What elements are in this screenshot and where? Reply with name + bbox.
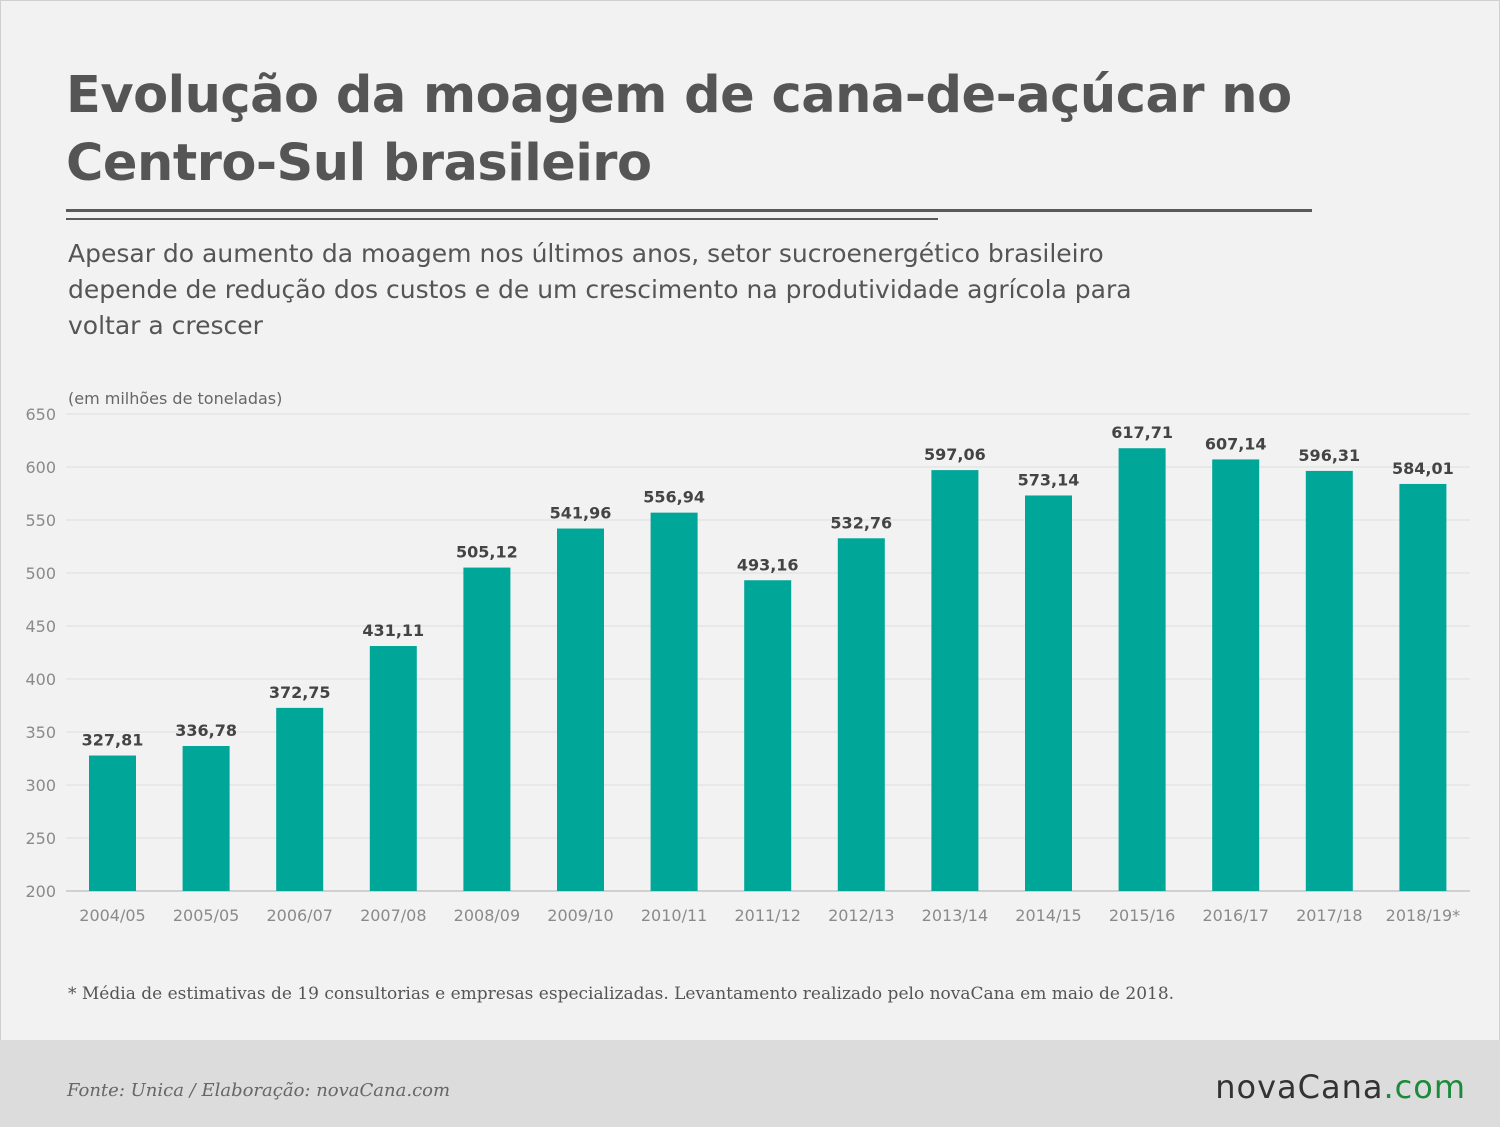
bar [557, 528, 604, 891]
x-tick-label: 2009/10 [547, 906, 613, 925]
x-tick-label: 2006/07 [266, 906, 332, 925]
y-tick-label: 250 [25, 829, 56, 848]
data-label: 327,81 [82, 731, 144, 750]
y-tick-label: 450 [25, 617, 56, 636]
bar [89, 755, 136, 891]
data-label: 556,94 [643, 488, 705, 507]
bar [837, 538, 885, 891]
title-rule-long [66, 209, 1312, 212]
x-tick-label: 2004/05 [79, 906, 145, 925]
x-tick-label: 2005/05 [173, 906, 239, 925]
bar [463, 567, 511, 891]
y-tick-label: 300 [25, 776, 56, 795]
bar [1305, 470, 1353, 891]
x-tick-label: 2018/19* [1386, 906, 1460, 925]
y-tick-label: 600 [25, 458, 56, 477]
logo-text-main: novaCana [1215, 1068, 1384, 1106]
bar [369, 646, 417, 891]
data-label: 431,11 [362, 621, 424, 640]
x-tick-label: 2013/14 [922, 906, 988, 925]
title-rule-short [66, 218, 938, 220]
bar-chart: 200 250 300 350 400 450 500 550 600 650 327,81 2004… [25, 405, 1470, 925]
y-tick-label: 500 [25, 564, 56, 583]
bar [650, 512, 698, 891]
bar [1025, 495, 1072, 891]
y-tick-label: 650 [25, 405, 56, 424]
bar [276, 707, 324, 891]
footer-band [0, 1040, 1500, 1127]
x-tick-label: 2010/11 [641, 906, 707, 925]
x-tick-label: 2012/13 [828, 906, 894, 925]
data-label: 596,31 [1298, 446, 1360, 465]
bar [744, 580, 792, 891]
x-tick-label: 2014/15 [1015, 906, 1081, 925]
unit-note: (em milhões de toneladas) [68, 389, 283, 408]
data-label: 584,01 [1392, 459, 1454, 478]
bar [931, 470, 979, 891]
bar [182, 746, 230, 891]
data-label: 617,71 [1111, 423, 1173, 442]
logo-text-domain: .com [1383, 1068, 1466, 1106]
footnote: * Média de estimativas de 19 consultoria… [68, 984, 1175, 1004]
data-label: 607,14 [1205, 434, 1267, 453]
data-label: 532,76 [830, 513, 892, 532]
y-tick-label: 350 [25, 723, 56, 742]
bar [1212, 459, 1260, 891]
source-credit: Fonte: Unica / Elaboração: novaCana.com [67, 1080, 451, 1101]
chart-title: Evolução da moagem de cana-de-açúcar no … [66, 66, 1292, 193]
data-label: 573,14 [1018, 470, 1080, 489]
data-label: 541,96 [550, 504, 612, 523]
bar [1118, 448, 1166, 891]
data-label: 505,12 [456, 543, 518, 562]
y-tick-label: 400 [25, 670, 56, 689]
x-tick-label: 2015/16 [1109, 906, 1175, 925]
x-tick-label: 2016/17 [1202, 906, 1268, 925]
data-label: 372,75 [269, 683, 331, 702]
data-label: 597,06 [924, 445, 986, 464]
data-label: 493,16 [737, 555, 799, 574]
x-tick-label: 2011/12 [734, 906, 800, 925]
data-label: 336,78 [175, 721, 237, 740]
bar [1399, 483, 1447, 891]
chart-subtitle: Apesar do aumento da moagem nos últimos … [68, 239, 1132, 340]
x-tick-label: 2007/08 [360, 906, 426, 925]
y-tick-label: 550 [25, 511, 56, 530]
x-tick-label: 2017/18 [1296, 906, 1362, 925]
x-tick-label: 2008/09 [454, 906, 520, 925]
novacana-logo: novaCana.com [1215, 1068, 1466, 1106]
y-tick-label: 200 [25, 882, 56, 901]
